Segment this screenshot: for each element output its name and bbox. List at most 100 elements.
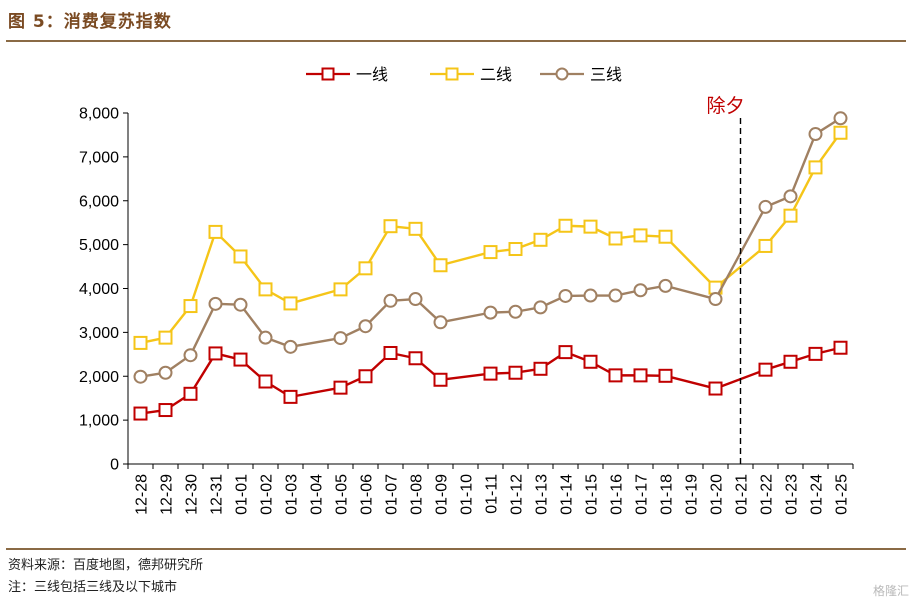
data-point — [208, 224, 223, 239]
x-tick-label: 01-24 — [809, 474, 826, 515]
legend-marker — [555, 67, 569, 81]
data-point — [333, 380, 348, 395]
data-point — [533, 232, 548, 247]
y-tick-label: 1,000 — [79, 413, 119, 430]
data-point — [333, 331, 348, 346]
x-tick-label: 01-06 — [359, 474, 376, 515]
data-point — [183, 299, 198, 314]
x-tick-label: 01-18 — [659, 474, 676, 515]
data-point — [383, 293, 398, 308]
data-point — [608, 231, 623, 246]
data-point — [333, 282, 348, 297]
legend-marker — [445, 67, 459, 81]
data-point — [508, 304, 523, 319]
data-point — [433, 258, 448, 273]
data-point — [408, 351, 423, 366]
data-point — [483, 366, 498, 381]
data-point — [783, 208, 798, 223]
x-tick-label: 01-21 — [734, 474, 751, 515]
legend-label: 三线 — [590, 65, 622, 84]
x-tick-label: 01-14 — [559, 474, 576, 515]
data-point — [708, 381, 723, 396]
data-point — [633, 283, 648, 298]
annotation-label: 除夕 — [707, 95, 745, 117]
y-tick-label: 6,000 — [79, 193, 119, 210]
data-point — [583, 354, 598, 369]
x-tick-label: 12-30 — [184, 474, 201, 515]
data-point — [833, 340, 848, 355]
data-point — [808, 346, 823, 361]
x-tick-label: 01-05 — [334, 474, 351, 515]
x-tick-label: 01-16 — [609, 474, 626, 515]
data-point — [383, 219, 398, 234]
data-point — [608, 288, 623, 303]
data-point — [433, 315, 448, 330]
x-tick-label: 01-17 — [634, 474, 651, 515]
data-point — [658, 368, 673, 383]
data-point — [133, 335, 148, 350]
y-tick-label: 0 — [110, 457, 119, 474]
header-rule — [6, 40, 906, 42]
data-point — [783, 354, 798, 369]
data-point — [533, 361, 548, 376]
line-chart: 0 1,000 2,000 3,000 4,000 5,000 6,000 7,000 8,00… — [79, 65, 854, 515]
data-point — [758, 199, 773, 214]
data-point — [408, 221, 423, 236]
x-tick-label: 12-29 — [159, 474, 176, 515]
data-point — [433, 372, 448, 387]
data-point — [358, 261, 373, 276]
legend-label: 二线 — [480, 65, 512, 84]
data-point — [708, 292, 723, 307]
data-point — [558, 345, 573, 360]
x-tick-label: 01-03 — [284, 474, 301, 515]
data-point — [633, 368, 648, 383]
data-point — [533, 300, 548, 315]
data-point — [183, 386, 198, 401]
data-point — [208, 346, 223, 361]
data-point — [258, 282, 273, 297]
chart-series — [133, 111, 848, 421]
data-point — [833, 111, 848, 126]
y-tick-label: 5,000 — [79, 237, 119, 254]
x-tick-label: 01-07 — [384, 474, 401, 515]
data-point — [808, 160, 823, 175]
data-point — [233, 249, 248, 264]
y-tick-label: 7,000 — [79, 149, 119, 166]
chart-axes: 0 1,000 2,000 3,000 4,000 5,000 6,000 7,000 8,00… — [79, 106, 854, 515]
data-point — [608, 368, 623, 383]
x-tick-label: 01-25 — [834, 474, 851, 515]
legend-label: 一线 — [356, 65, 388, 84]
data-point — [358, 319, 373, 334]
data-point — [208, 296, 223, 311]
x-tick-label: 12-31 — [209, 474, 226, 515]
data-point — [558, 218, 573, 233]
source-note: 资料来源：百度地图，德邦研究所 — [8, 558, 204, 573]
x-tick-label: 01-08 — [409, 474, 426, 515]
x-tick-label: 01-13 — [534, 474, 551, 515]
x-tick-label: 01-11 — [484, 474, 501, 514]
x-tick-label: 01-23 — [784, 474, 801, 515]
data-point — [133, 369, 148, 384]
x-tick-label: 01-20 — [709, 474, 726, 515]
data-point — [658, 278, 673, 293]
footnote: 注：三线包括三线及以下城市 — [8, 580, 178, 595]
legend-marker — [321, 67, 335, 81]
x-tick-label: 01-19 — [684, 474, 701, 515]
x-tick-label: 01-22 — [759, 474, 776, 515]
data-point — [283, 296, 298, 311]
data-point — [233, 352, 248, 367]
x-tick-label: 01-10 — [459, 474, 476, 515]
data-point — [583, 219, 598, 234]
data-point — [358, 369, 373, 384]
chart-annotations: 除夕 — [707, 95, 745, 464]
x-tick-label: 12-28 — [134, 474, 151, 515]
data-point — [658, 229, 673, 244]
y-tick-label: 2,000 — [79, 369, 119, 386]
data-point — [808, 127, 823, 142]
data-point — [233, 297, 248, 312]
data-point — [283, 389, 298, 404]
data-point — [383, 345, 398, 360]
data-point — [283, 339, 298, 354]
data-point — [483, 305, 498, 320]
data-point — [633, 228, 648, 243]
